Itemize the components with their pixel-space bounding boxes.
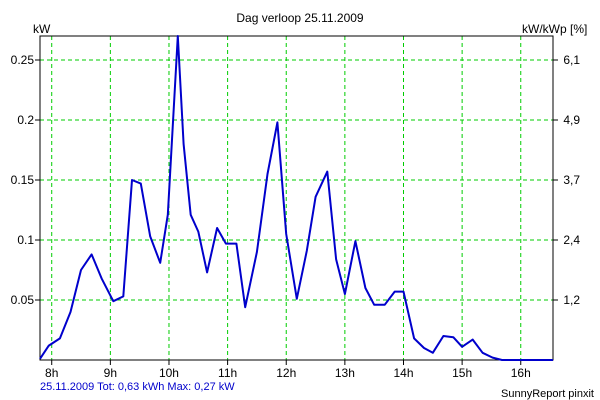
plot-border bbox=[39, 35, 554, 361]
x-tick-label: 16h bbox=[511, 366, 531, 380]
grid bbox=[40, 36, 553, 360]
series-line bbox=[39, 35, 553, 361]
footer-summary: 25.11.2009 Tot: 0,63 kWh Max: 0,27 kW bbox=[40, 381, 235, 393]
x-tick-label: 13h bbox=[335, 366, 355, 380]
x-tick-label: 9h bbox=[104, 366, 117, 380]
y-axis-left-label: kW bbox=[33, 22, 51, 36]
footer-credit: SunnyReport pinxit bbox=[501, 388, 594, 400]
y-tick-label-right: 6,1 bbox=[563, 53, 580, 67]
y-tick-label-left: 0.25 bbox=[11, 53, 35, 67]
x-tick-label: 14h bbox=[393, 366, 413, 380]
y-tick-label-left: 0.15 bbox=[11, 173, 35, 187]
x-tick-label: 8h bbox=[45, 366, 58, 380]
chart-title: Dag verloop 25.11.2009 bbox=[236, 11, 364, 25]
x-tick-label: 11h bbox=[218, 366, 237, 380]
y-tick-label-left: 0.1 bbox=[17, 233, 34, 247]
plot-frame bbox=[39, 35, 554, 361]
y-tick-label-left: 0.2 bbox=[17, 113, 34, 127]
y-tick-label-right: 3,7 bbox=[563, 173, 580, 187]
x-tick-label: 12h bbox=[276, 366, 296, 380]
y-tick-label-left: 0.05 bbox=[11, 293, 35, 307]
y-tick-label-right: 4,9 bbox=[563, 113, 580, 127]
series-layer bbox=[39, 35, 553, 361]
y-axis-right-label: kW/kWp [%] bbox=[522, 22, 587, 36]
x-tick-label: 15h bbox=[452, 366, 472, 380]
x-tick-label: 10h bbox=[159, 366, 179, 380]
y-tick-label-right: 2,4 bbox=[563, 233, 580, 247]
y-tick-label-right: 1,2 bbox=[563, 293, 580, 307]
tick-labels: 8h 9h 10h 11h 12h 13h 14h 15h 16h 0.05 0.1 0.15 0.2 0… bbox=[11, 53, 581, 380]
